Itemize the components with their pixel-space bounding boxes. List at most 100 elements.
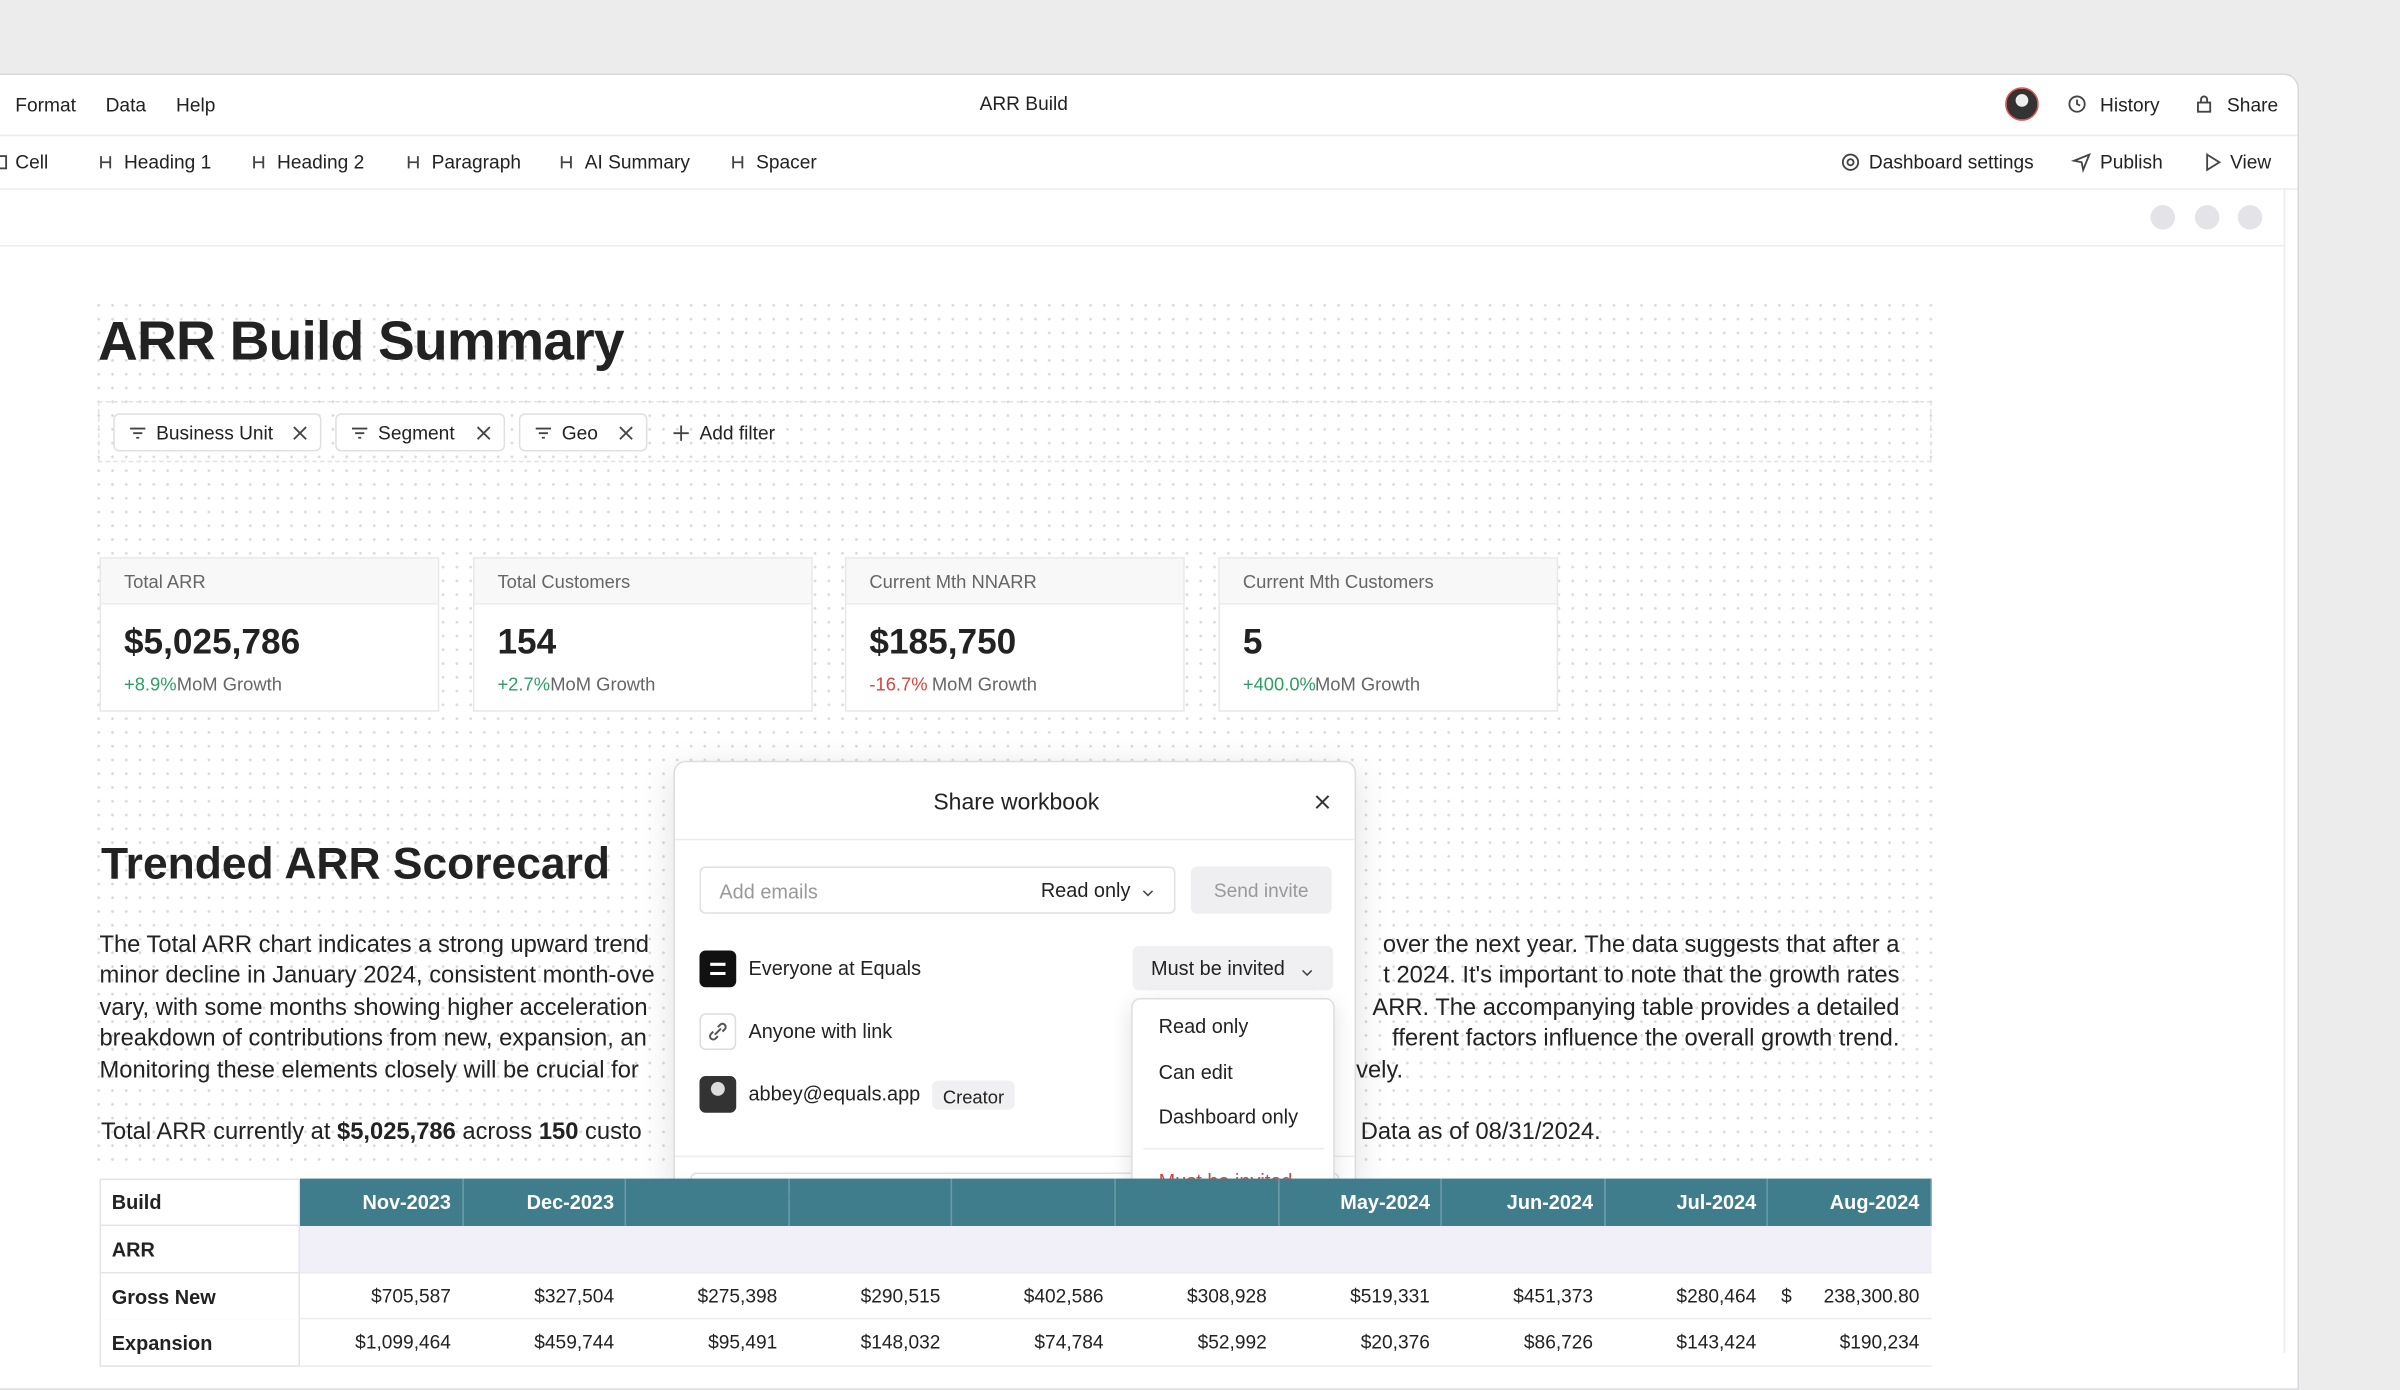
toolbar-button[interactable]: Heading 2 xyxy=(277,151,365,173)
access-select[interactable] xyxy=(1132,945,1334,991)
cell-value: $519,331 xyxy=(1350,1284,1430,1307)
summary-part: 150 xyxy=(538,1118,579,1145)
kpi-note: MoM Growth xyxy=(1314,673,1421,695)
divider xyxy=(0,188,2298,190)
kpi-change: +400.0% xyxy=(1242,673,1316,695)
cell-value: $20,376 xyxy=(1360,1331,1430,1354)
kpi-note: MoM Growth xyxy=(550,673,656,695)
share-modal: Share workbook Add emails Read only Send in… xyxy=(673,760,1357,1233)
table-corner-text: Build xyxy=(111,1190,162,1214)
paragraph-text: vely. xyxy=(1356,1057,1404,1084)
window-title: ARR Build xyxy=(979,93,1068,115)
toolbar-button[interactable]: AI Summary xyxy=(584,151,690,173)
icon xyxy=(349,422,370,443)
menu-option[interactable]: Dashboard only xyxy=(1158,1105,1299,1129)
row-label: ARR xyxy=(111,1238,155,1262)
icon xyxy=(404,152,425,173)
icon xyxy=(2066,93,2087,114)
cell-value: $402,586 xyxy=(1023,1284,1104,1307)
divider xyxy=(0,134,2298,137)
permission-select[interactable]: Read only xyxy=(1040,878,1131,902)
row-bg xyxy=(299,1272,1932,1320)
column-header xyxy=(952,1178,1116,1227)
column-header xyxy=(463,1178,627,1227)
kpi-header xyxy=(474,558,812,605)
cell-value: $451,373 xyxy=(1513,1284,1594,1307)
cell-value: $308,928 xyxy=(1186,1284,1267,1307)
presence-avatar[interactable] xyxy=(2194,205,2220,230)
kpi-header xyxy=(846,558,1184,605)
column-header xyxy=(1442,1178,1606,1227)
email-placeholder: Add emails xyxy=(719,880,818,904)
divider xyxy=(674,1155,1355,1158)
menu-option[interactable]: Can edit xyxy=(1158,1060,1233,1084)
kpi-note: MoM Growth xyxy=(176,673,282,695)
kpi-label: Current Mth NNARR xyxy=(869,570,1037,593)
icon xyxy=(2070,152,2092,174)
icon xyxy=(557,152,578,173)
kpi-value: 5 xyxy=(1242,621,1263,662)
filter-chip[interactable] xyxy=(113,413,322,452)
permission-menu xyxy=(1131,997,1335,1211)
icon xyxy=(96,152,117,173)
filter-label: Geo xyxy=(561,422,598,444)
cell-value: $52,992 xyxy=(1197,1331,1267,1354)
scroll-edge xyxy=(2283,189,2286,1354)
cell-value: $327,504 xyxy=(534,1284,615,1307)
close-button[interactable] xyxy=(1312,791,1333,812)
modal-title: Share workbook xyxy=(933,789,1100,816)
top-action[interactable]: History xyxy=(2099,94,2160,117)
toolbar-button[interactable]: Spacer xyxy=(756,151,817,173)
menu-option[interactable]: Read only xyxy=(1158,1014,1249,1038)
presence-avatar[interactable] xyxy=(2237,205,2263,230)
summary-part: custo xyxy=(578,1118,642,1145)
menu-item[interactable]: Data xyxy=(105,94,147,117)
icon xyxy=(127,422,148,443)
kpi-change: +2.7% xyxy=(497,673,551,695)
cell-value: $290,515 xyxy=(860,1284,941,1307)
kpi-change: -16.7% xyxy=(869,673,928,695)
kpi-note: MoM Growth xyxy=(931,673,1037,695)
column-header xyxy=(1768,1178,1932,1227)
toolbar-button[interactable]: Cell xyxy=(15,151,49,173)
filter-bar xyxy=(97,401,1932,463)
toolbar-button[interactable]: Publish xyxy=(2099,151,2163,173)
access-icon xyxy=(699,1076,737,1113)
icon xyxy=(615,422,636,443)
paragraph-text: minor decline in January 2024, consisten… xyxy=(99,963,655,990)
send-button[interactable] xyxy=(1190,866,1332,914)
access-name: Everyone at Equals xyxy=(748,956,922,980)
cell-value: $705,587 xyxy=(371,1284,451,1307)
screen: ARR Build ARR Build Summary Trended ARR … xyxy=(0,73,2299,1390)
cell-value: $190,234 xyxy=(1839,1331,1920,1354)
icon xyxy=(1840,152,1861,173)
cell-value: $95,491 xyxy=(708,1331,778,1354)
filter-label: Business Unit xyxy=(156,422,274,444)
paragraph-text: Monitoring these elements closely will b… xyxy=(99,1057,639,1084)
access-name: abbey@equals.app xyxy=(748,1082,921,1106)
user-avatar[interactable] xyxy=(2005,87,2039,121)
column-header-text: Dec-2023 xyxy=(526,1190,615,1214)
kpi-value: $185,750 xyxy=(869,621,1017,662)
chevron xyxy=(1299,961,1314,977)
column-header xyxy=(1605,1178,1769,1227)
access-icon xyxy=(699,950,737,988)
kpi-label: Current Mth Customers xyxy=(1242,570,1434,593)
toolbar-button[interactable]: Paragraph xyxy=(431,151,521,173)
menu-item[interactable]: Help xyxy=(176,94,216,117)
toolbar-button[interactable]: Dashboard settings xyxy=(1868,151,2034,173)
add-filter[interactable]: Add filter xyxy=(699,422,776,444)
toolbar-button[interactable]: View xyxy=(2230,151,2272,173)
presence-avatar[interactable] xyxy=(2150,205,2175,230)
cell-value: $86,726 xyxy=(1523,1331,1594,1354)
page-title: ARR Build Summary xyxy=(97,309,625,372)
top-action[interactable]: Share xyxy=(2227,94,2279,117)
toolbar-button[interactable]: Heading 1 xyxy=(123,151,212,173)
column-header xyxy=(789,1178,953,1227)
column-header xyxy=(299,1178,464,1227)
summary-line: Total ARR currently at $5,025,786 across… xyxy=(101,1119,642,1147)
email-input[interactable] xyxy=(699,866,1176,914)
paragraph-text: t 2024. It's important to note that the … xyxy=(1383,963,1900,990)
access-select-text: Must be invited xyxy=(1151,956,1285,980)
menu-item[interactable]: Format xyxy=(15,94,76,117)
